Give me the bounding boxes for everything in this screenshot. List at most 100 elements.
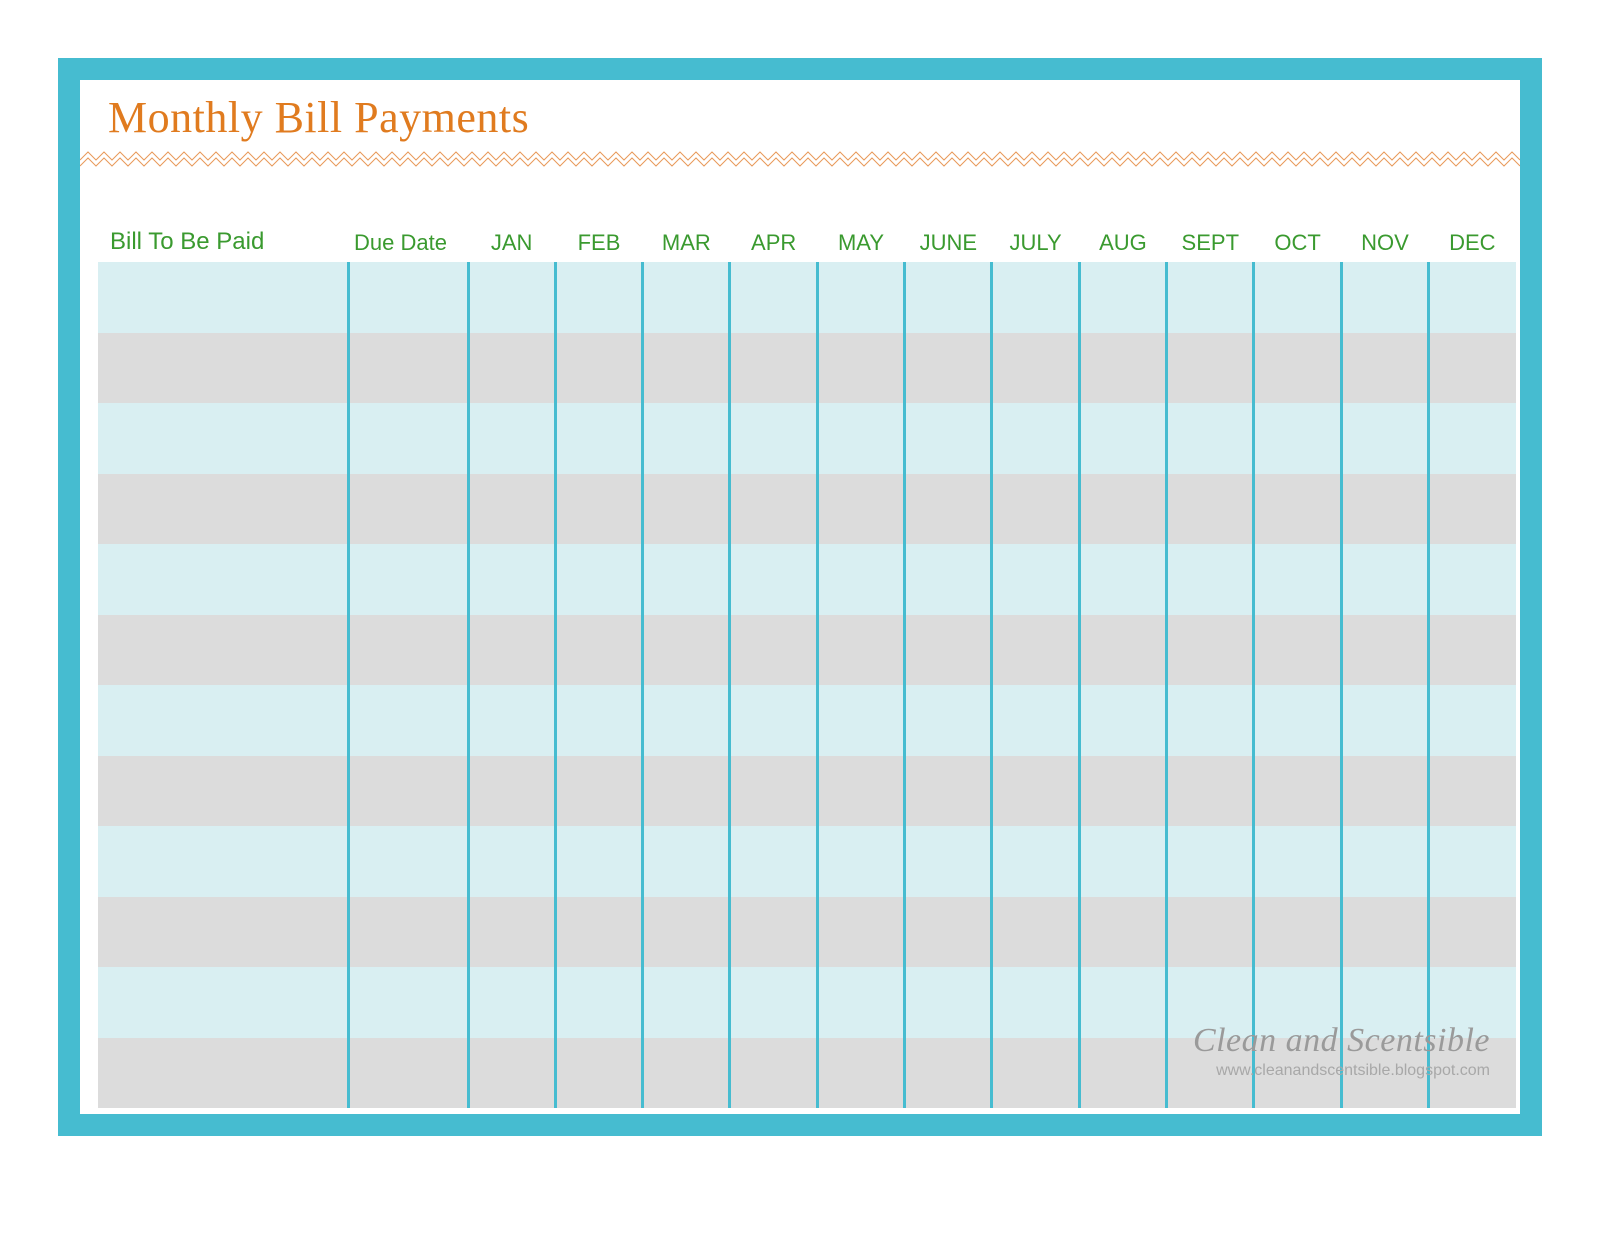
cell-month [468,826,555,897]
cell-month [555,474,642,545]
col-header-month: FEB [555,228,642,262]
col-header-month: JUNE [905,228,992,262]
cell-month [1167,544,1254,615]
cell-month [817,403,904,474]
cell-month [905,262,992,333]
cell-month [1079,967,1166,1038]
cell-month [730,756,817,827]
table-row [98,756,1516,827]
cell-month [905,897,992,968]
table-row [98,403,1516,474]
cell-month [643,262,730,333]
cell-month [905,403,992,474]
cell-due [348,897,468,968]
cell-month [1254,826,1341,897]
cell-month [468,685,555,756]
cell-month [555,967,642,1038]
cell-month [643,826,730,897]
cell-month [905,615,992,686]
table-row [98,1038,1516,1109]
cell-bill [98,615,348,686]
cell-month [992,544,1079,615]
cell-month [1254,685,1341,756]
cell-bill [98,333,348,404]
cell-due [348,756,468,827]
cell-bill [98,544,348,615]
cell-month [905,1038,992,1109]
cell-due [348,333,468,404]
cell-month [1167,756,1254,827]
cell-month [555,615,642,686]
cell-month [1341,333,1428,404]
cell-month [555,897,642,968]
cell-month [468,474,555,545]
cell-due [348,1038,468,1109]
cell-due [348,685,468,756]
cell-month [992,967,1079,1038]
cell-month [468,333,555,404]
cell-month [1254,474,1341,545]
cell-month [1429,826,1516,897]
cell-due [348,474,468,545]
page-inner: Monthly Bill Payments Bill To Be Paid [80,80,1520,1114]
cell-month [992,474,1079,545]
col-header-month: AUG [1079,228,1166,262]
cell-month [730,685,817,756]
col-header-month: JULY [992,228,1079,262]
cell-month [1429,474,1516,545]
cell-month [817,474,904,545]
col-header-bill: Bill To Be Paid [98,228,348,262]
cell-month [1167,615,1254,686]
cell-month [1341,403,1428,474]
cell-month [1341,826,1428,897]
cell-month [730,474,817,545]
cell-month [1167,333,1254,404]
bill-table: Bill To Be Paid Due Date JAN FEB MAR APR… [98,228,1516,1108]
cell-month [817,685,904,756]
col-header-month: SEPT [1167,228,1254,262]
cell-month [468,897,555,968]
cell-month [1079,1038,1166,1109]
cell-month [1341,615,1428,686]
cell-month [1167,967,1254,1038]
table-row [98,685,1516,756]
cell-month [643,1038,730,1109]
cell-month [555,262,642,333]
cell-bill [98,826,348,897]
cell-month [1429,333,1516,404]
cell-month [1167,403,1254,474]
cell-month [1341,262,1428,333]
cell-due [348,262,468,333]
cell-month [1341,967,1428,1038]
cell-month [1079,826,1166,897]
cell-month [1079,756,1166,827]
cell-month [1254,262,1341,333]
cell-month [817,897,904,968]
header-row: Bill To Be Paid Due Date JAN FEB MAR APR… [98,228,1516,262]
cell-month [992,333,1079,404]
cell-month [817,967,904,1038]
table-row [98,967,1516,1038]
cell-month [817,826,904,897]
cell-month [1429,685,1516,756]
cell-month [643,615,730,686]
page-title: Monthly Bill Payments [108,92,529,143]
cell-bill [98,262,348,333]
outer-frame: Monthly Bill Payments Bill To Be Paid [58,58,1542,1136]
cell-month [730,967,817,1038]
cell-month [1254,403,1341,474]
cell-month [992,826,1079,897]
cell-month [730,1038,817,1109]
cell-month [1341,897,1428,968]
cell-month [1429,615,1516,686]
cell-month [468,403,555,474]
cell-month [555,685,642,756]
cell-month [1429,967,1516,1038]
table-row [98,826,1516,897]
cell-month [643,403,730,474]
cell-month [555,403,642,474]
cell-month [1167,262,1254,333]
table-row [98,615,1516,686]
col-header-due: Due Date [348,228,468,262]
table-body [98,262,1516,1108]
